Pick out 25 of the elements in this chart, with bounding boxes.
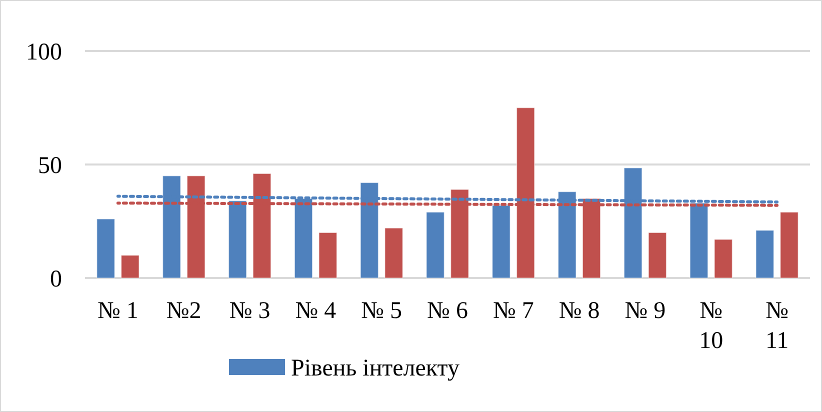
x-tick-label: № 7 — [492, 298, 534, 324]
bar — [714, 239, 733, 278]
x-tick-label: № 11 — [765, 298, 789, 354]
x-tick-label: № 3 — [229, 298, 270, 324]
bar — [756, 230, 774, 278]
bar — [648, 232, 667, 278]
y-tick-label: 50 — [38, 152, 62, 179]
y-tick-label: 100 — [26, 39, 62, 66]
bar — [318, 232, 338, 278]
x-tick-label: №2 — [166, 298, 202, 324]
bar — [96, 218, 116, 278]
x-tick-label: № 4 — [295, 298, 336, 324]
legend-label: Рівень інтелекту — [291, 355, 460, 382]
y-tick-label: 0 — [50, 266, 62, 292]
bar — [780, 212, 799, 278]
x-tick-label: № 9 — [624, 298, 666, 324]
x-tick-label: № 10 — [699, 298, 724, 354]
bar — [384, 228, 404, 278]
bar — [120, 254, 140, 278]
x-tick-label: № 1 — [98, 298, 138, 324]
x-tick-label: № 6 — [427, 298, 468, 324]
bar — [492, 204, 511, 278]
x-tick-label: № 8 — [558, 298, 600, 324]
bar — [426, 212, 445, 278]
x-tick-label: № 5 — [361, 298, 402, 324]
